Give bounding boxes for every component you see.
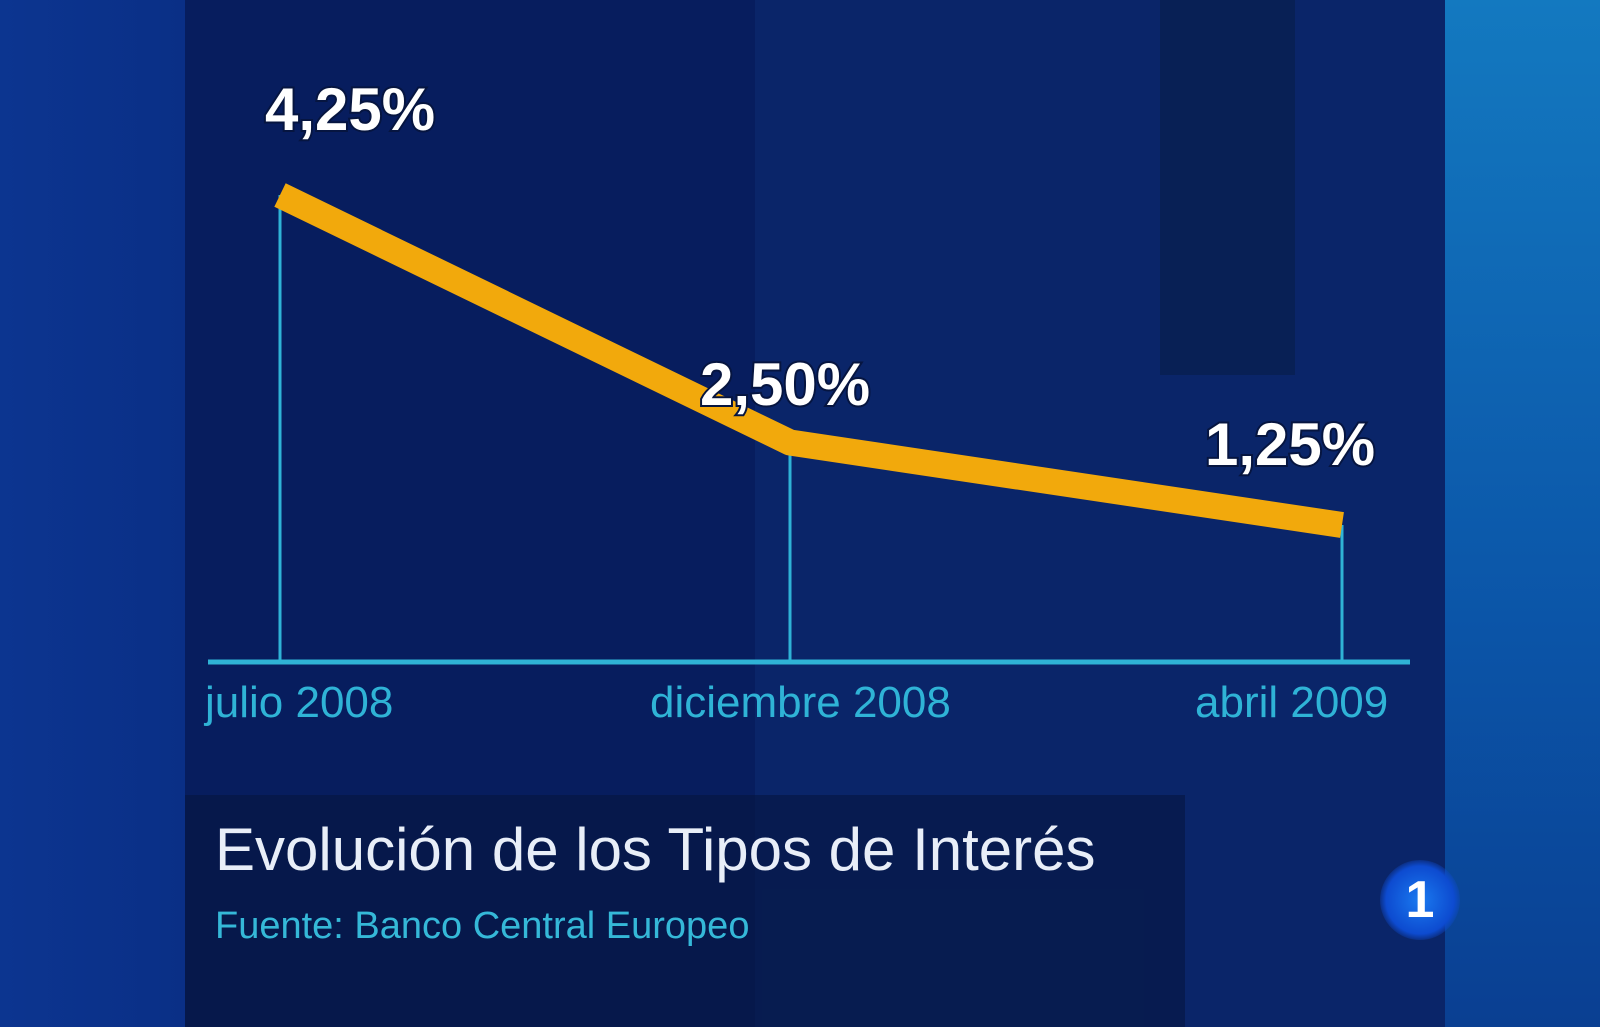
x-tick-label: julio 2008 [203,678,393,727]
channel-logo: 1 [1380,860,1460,940]
background-left [0,0,185,1027]
background-box [1160,0,1295,375]
data-label: 4,25% [265,76,435,143]
data-label: 1,25% [1205,411,1375,478]
chart-title: Evolución de los Tipos de Interés [215,816,1096,883]
background-right [1445,0,1600,1027]
caption-panel [185,795,1185,1027]
chart-source: Fuente: Banco Central Europeo [215,905,750,947]
x-tick-label: abril 2009 [1195,678,1388,727]
series-line [274,183,1344,538]
x-tick-label: diciembre 2008 [650,678,951,727]
data-label: 2,50% [700,351,870,418]
